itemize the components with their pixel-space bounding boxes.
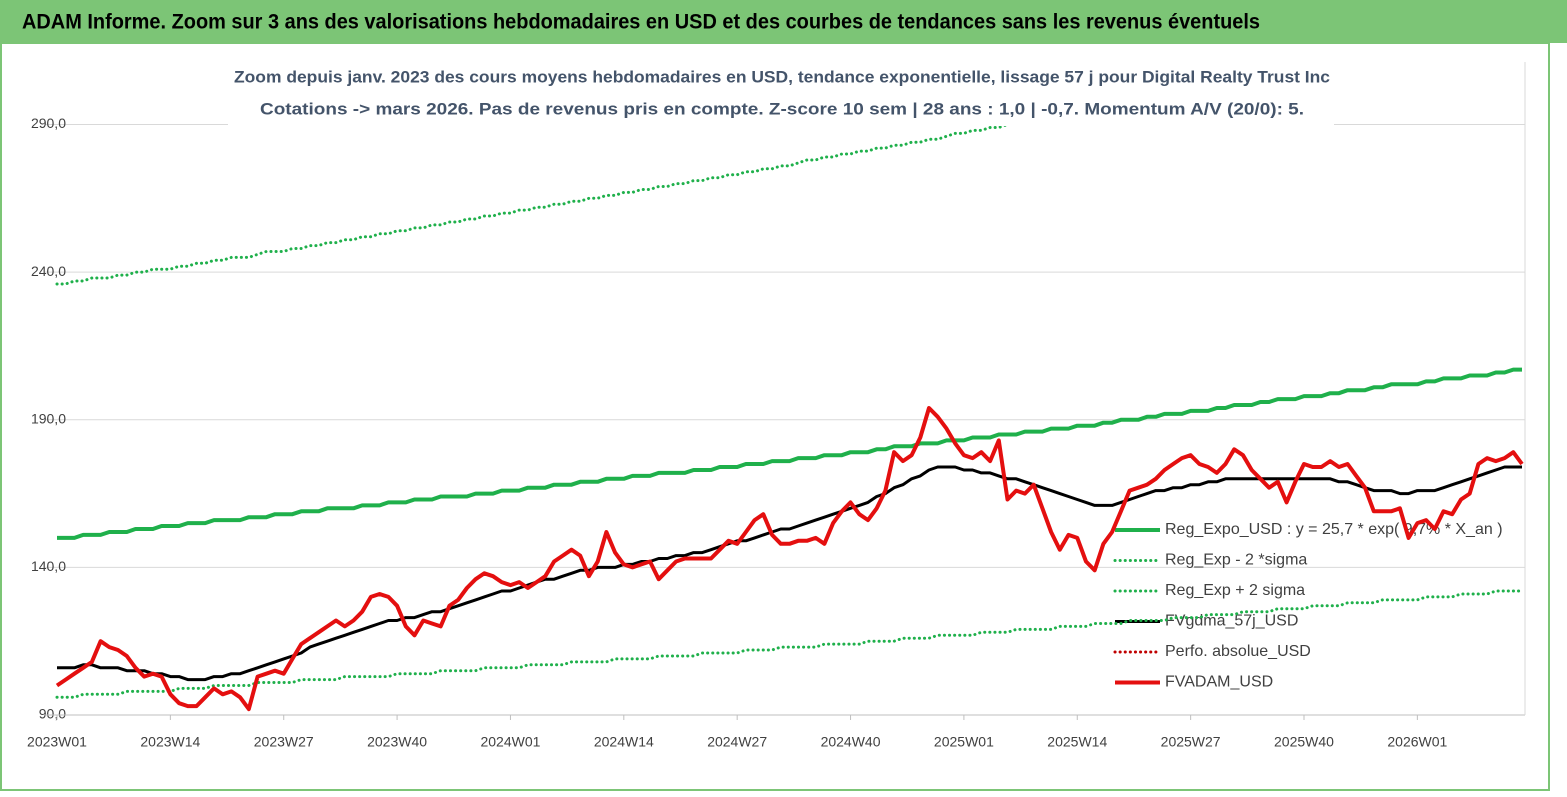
x-tick-label: 2023W01 xyxy=(27,734,87,750)
x-tick-label: 2026W01 xyxy=(1387,734,1447,750)
x-tick-label: 2024W01 xyxy=(480,734,540,750)
chart-title: Zoom depuis janv. 2023 des cours moyens … xyxy=(234,67,1330,86)
axes: 90,0 140,0 190,0 240,0 290,0 2023W01 2023W14 20… xyxy=(27,62,1526,750)
y-tick-label: 90,0 xyxy=(39,706,66,722)
series-line xyxy=(57,465,1522,682)
series-line xyxy=(55,95,1170,286)
x-tick-label: 2025W27 xyxy=(1161,734,1221,750)
legend: Reg_Expo_USD : y = 25,7 * exp( 9,7% * X_… xyxy=(1113,521,1503,691)
y-tick-label: 140,0 xyxy=(31,558,66,574)
legend-label: FVgdma_57j_USD xyxy=(1165,613,1298,630)
y-tick-label: 290,0 xyxy=(31,115,66,131)
header-bar xyxy=(0,0,1567,43)
x-tick-label: 2025W14 xyxy=(1047,734,1107,750)
frame xyxy=(0,42,1550,791)
legend-label: Reg_Exp + 2 sigma xyxy=(1165,582,1305,599)
legend-label: Reg_Expo_USD : y = 25,7 * exp( 9,7% * X_… xyxy=(1165,521,1503,538)
x-tick-label: 2023W40 xyxy=(367,734,427,750)
x-tick-label: 2024W40 xyxy=(821,734,881,750)
plot xyxy=(55,95,1524,712)
x-tick-label: 2023W14 xyxy=(140,734,200,750)
legend-label: Perfo. absolue_USD xyxy=(1165,643,1311,660)
x-tick-label: 2023W27 xyxy=(254,734,314,750)
series-line xyxy=(55,406,1524,712)
x-tick-label: 2024W27 xyxy=(707,734,767,750)
header-title: ADAM Informe. Zoom sur 3 ans des valoris… xyxy=(22,11,1260,34)
x-tick-label: 2025W01 xyxy=(934,734,994,750)
y-tick-label: 240,0 xyxy=(31,263,66,279)
title-box xyxy=(228,62,1334,126)
x-tick-label: 2025W40 xyxy=(1274,734,1334,750)
chart-subtitle: Cotations -> mars 2026. Pas de revenus p… xyxy=(260,99,1304,118)
legend-label: Reg_Exp - 2 *sigma xyxy=(1165,552,1307,569)
y-tick-label: 190,0 xyxy=(31,410,66,426)
series-line xyxy=(55,589,1524,699)
legend-label: FVADAM_USD xyxy=(1165,674,1273,691)
x-tick-label: 2024W14 xyxy=(594,734,654,750)
series-line xyxy=(57,367,1522,540)
